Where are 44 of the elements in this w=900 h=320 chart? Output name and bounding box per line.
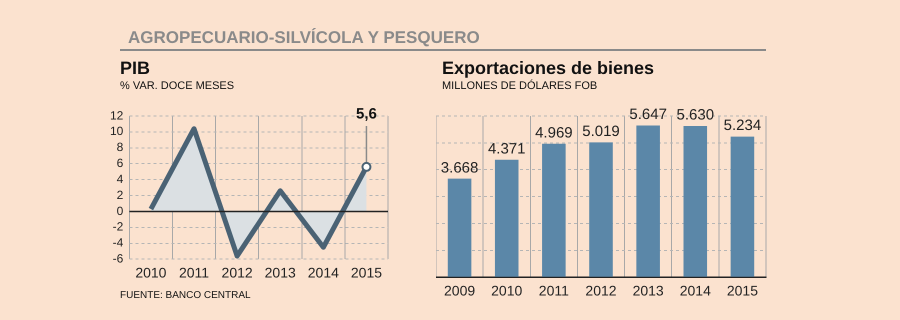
data-label: 5.630: [676, 106, 714, 124]
x-tick-label: 2011: [178, 264, 210, 280]
data-label: 5.234: [724, 117, 762, 134]
bar: [448, 178, 472, 277]
x-tick-label: 2014: [308, 264, 340, 280]
y-tick-label: 8: [116, 140, 124, 154]
x-tick-label: 2014: [680, 282, 712, 298]
y-tick-label: -2: [112, 220, 124, 234]
y-tick-label: -4: [112, 236, 124, 250]
chart-subtitle: PIB: [120, 58, 150, 79]
chart-title: Exportaciones de bienes: [442, 58, 654, 79]
bar: [684, 126, 708, 277]
x-tick-label: 2015: [350, 264, 382, 280]
annotation: 5,6: [356, 106, 377, 123]
chart-title: AGROPECUARIO-SILVÍCOLA Y PESQUERO: [128, 28, 480, 48]
x-tick-label: 2013: [632, 282, 664, 298]
x-tick-label: 2011: [538, 282, 570, 298]
data-label: 3.668: [440, 159, 478, 176]
y-tick-label: -6: [112, 252, 124, 266]
bar: [542, 144, 566, 277]
bar: [730, 136, 754, 277]
y-axis-title: % VAR. DOCE MESES: [120, 80, 234, 92]
data-label: 5.647: [629, 106, 667, 124]
x-tick-label: 2010: [135, 264, 167, 280]
data-label: 4.969: [535, 124, 573, 142]
bar: [636, 125, 660, 277]
bar: [589, 142, 613, 277]
y-tick-label: 4: [116, 172, 124, 186]
y-tick-label: 2: [116, 188, 124, 202]
y-axis-title: MILLONES DE DÓLARES FOB: [442, 80, 598, 92]
y-tick-label: 10: [110, 124, 124, 138]
x-tick-label: 2009: [444, 282, 476, 298]
x-tick-label: 2010: [491, 282, 522, 298]
data-label: 4.371: [488, 140, 526, 158]
data-label: 5.019: [582, 122, 620, 140]
x-tick-label: 2012: [222, 264, 253, 280]
x-tick-label: 2012: [585, 282, 617, 298]
y-tick-label: 0: [116, 204, 124, 218]
y-tick-label: 12: [110, 108, 124, 122]
y-tick-label: 6: [116, 156, 124, 170]
source-note: FUENTE: BANCO CENTRAL: [120, 290, 251, 301]
x-tick-label: 2015: [726, 282, 758, 298]
bar: [494, 160, 518, 277]
x-tick-label: 2013: [264, 264, 296, 280]
